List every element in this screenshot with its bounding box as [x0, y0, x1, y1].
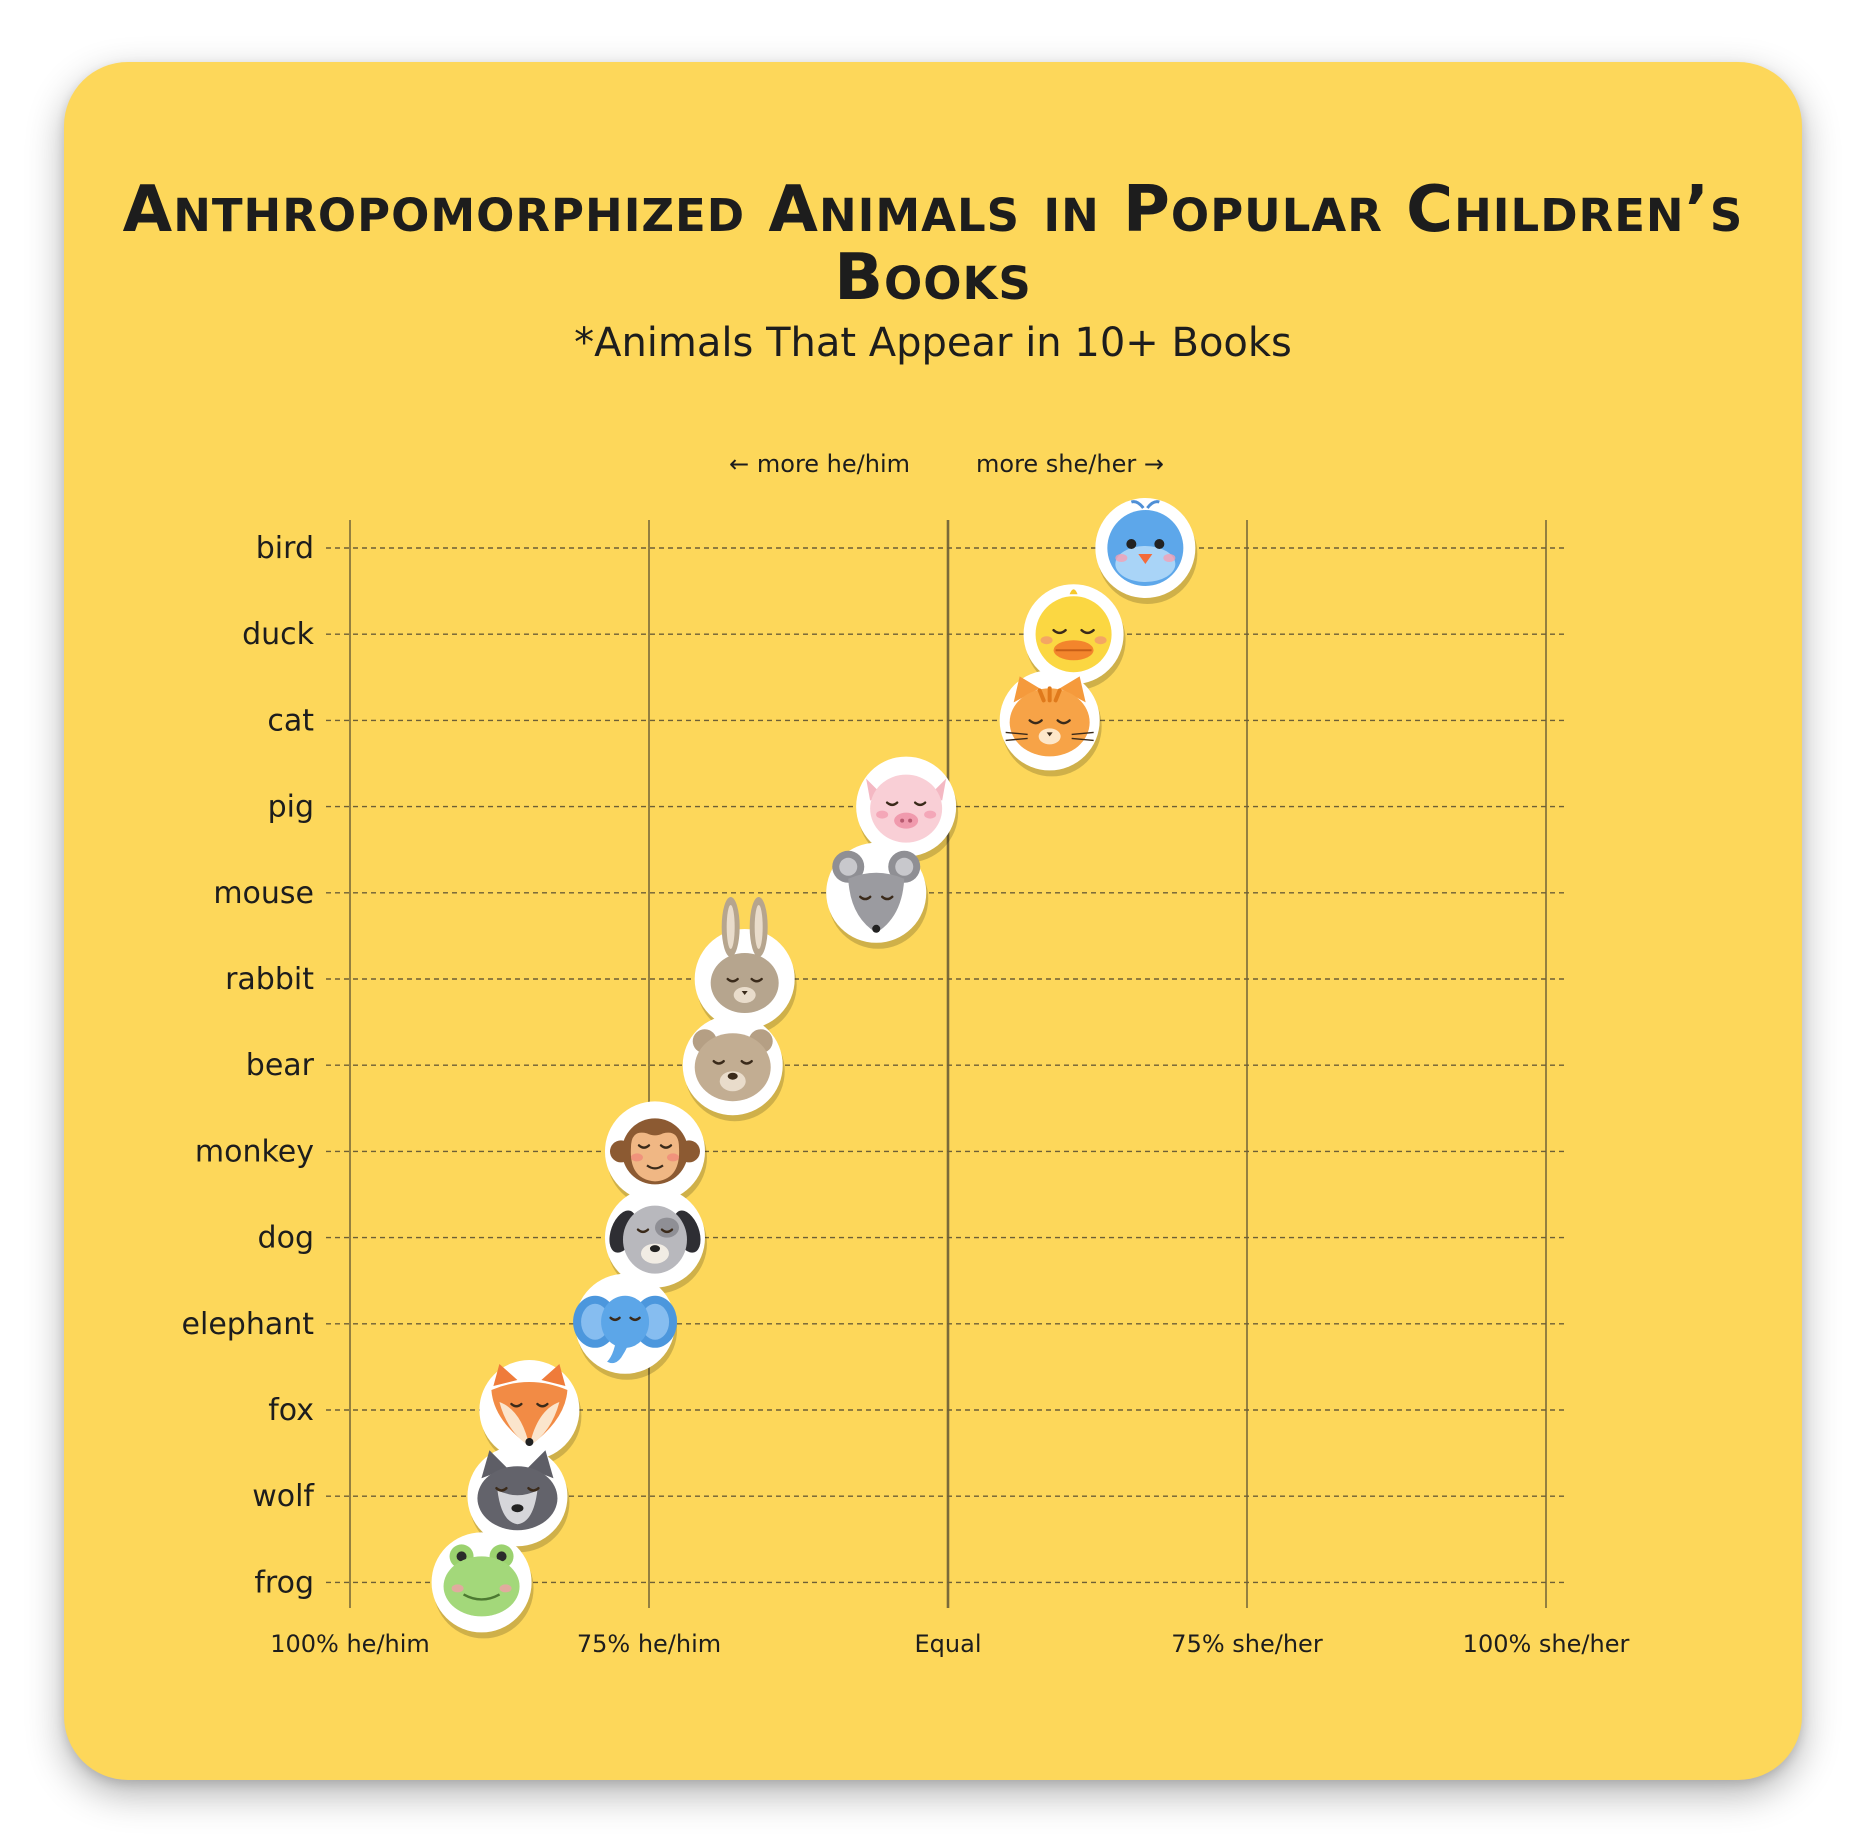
x-tick-label: 100% she/her — [1463, 1630, 1630, 1658]
grid-layer — [326, 520, 1564, 1608]
y-tick-label-elephant: elephant — [182, 1307, 315, 1342]
y-tick-label-wolf: wolf — [252, 1479, 315, 1514]
direction-label-she-her: more she/her → — [976, 450, 1164, 478]
bear-icon — [682, 1015, 785, 1122]
marker-layer — [431, 498, 1198, 1639]
y-tick-label-rabbit: rabbit — [225, 962, 314, 997]
y-tick-label-bird: bird — [256, 531, 314, 566]
chart-card: Anthropomorphized Animals in Popular Chi… — [64, 62, 1802, 1780]
y-tick-label-cat: cat — [267, 703, 314, 738]
duck-icon — [1023, 584, 1126, 691]
chart-subtitle: *Animals That Appear in 10+ Books — [574, 320, 1292, 366]
y-tick-label-pig: pig — [268, 790, 314, 825]
y-tick-label-frog: frog — [254, 1565, 314, 1600]
rabbit-icon — [694, 897, 797, 1035]
elephant-icon — [573, 1273, 678, 1380]
chart-title: Anthropomorphized Animals in Popular Chi… — [122, 173, 1744, 315]
y-tick-label-fox: fox — [268, 1393, 314, 1428]
y-tick-label-monkey: monkey — [195, 1134, 314, 1169]
x-tick-label: Equal — [915, 1630, 982, 1658]
wolf-icon — [467, 1446, 570, 1553]
x-tick-label: 75% she/her — [1171, 1630, 1323, 1658]
x-tick-label: 100% he/him — [270, 1630, 430, 1658]
mouse-icon — [826, 842, 929, 949]
bird-icon — [1095, 498, 1198, 604]
x-tick-label: 75% he/him — [577, 1630, 721, 1658]
y-tick-label-dog: dog — [258, 1221, 314, 1256]
y-tick-label-bear: bear — [246, 1048, 315, 1083]
direction-label-he-him: ← more he/him — [729, 450, 910, 478]
fox-icon — [479, 1360, 582, 1466]
cat-icon — [999, 670, 1102, 777]
monkey-icon — [604, 1101, 707, 1208]
y-tick-label-duck: duck — [242, 617, 315, 652]
y-tick-label-mouse: mouse — [213, 876, 314, 911]
label-layer: ← more he/him more she/her → 100% he/him… — [182, 450, 1630, 1658]
frog-icon — [431, 1532, 534, 1639]
pig-icon — [856, 756, 959, 863]
dog-icon — [604, 1187, 707, 1294]
